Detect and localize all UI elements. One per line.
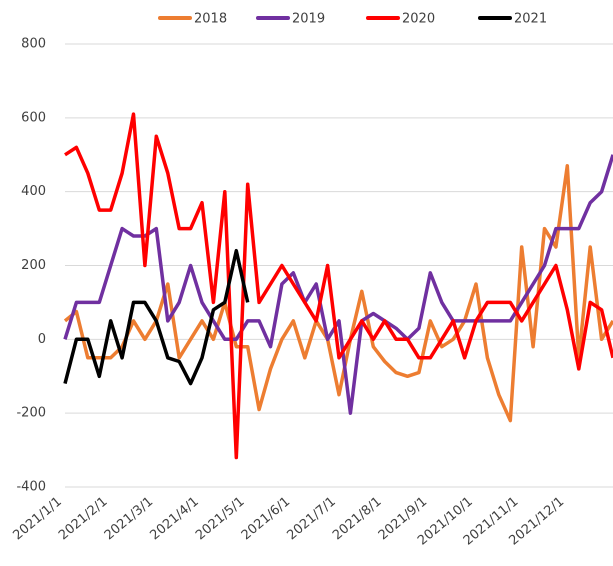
series-line	[63, 248, 250, 386]
y-tick-label: 0	[38, 332, 46, 347]
series-line	[64, 112, 613, 460]
x-tick-label: 2021/5/1	[193, 494, 247, 543]
series-line	[63, 154, 613, 415]
x-tick-label: 2021/8/1	[330, 494, 384, 543]
y-tick-label: 600	[21, 110, 46, 125]
x-tick-label: 2021/2/1	[56, 494, 110, 543]
x-tick-label: 2021/1/1	[10, 494, 64, 543]
legend-label: 2021	[514, 12, 547, 27]
series-line	[63, 164, 613, 423]
y-tick-label: 800	[21, 37, 46, 52]
y-tick-label: -200	[16, 406, 46, 421]
x-tick-label: 2021/7/1	[284, 494, 338, 543]
y-tick-label: 400	[21, 184, 46, 199]
x-tick-label: 2021/3/1	[102, 494, 156, 543]
x-tick-label: 2021/6/1	[239, 494, 293, 543]
legend-label: 2019	[292, 12, 325, 27]
legend-label: 2020	[402, 12, 435, 27]
y-tick-label: -400	[16, 480, 46, 495]
legend-label: 2018	[194, 12, 227, 27]
y-tick-label: 200	[21, 258, 46, 273]
x-tick-label: 2021/4/1	[147, 494, 201, 543]
